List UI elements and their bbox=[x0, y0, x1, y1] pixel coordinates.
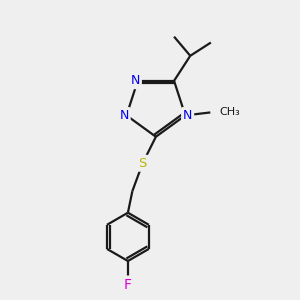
Text: F: F bbox=[124, 278, 132, 292]
Text: N: N bbox=[119, 109, 129, 122]
Text: S: S bbox=[139, 157, 147, 170]
Text: N: N bbox=[131, 74, 140, 87]
Text: N: N bbox=[183, 109, 192, 122]
Text: CH₃: CH₃ bbox=[219, 107, 240, 117]
